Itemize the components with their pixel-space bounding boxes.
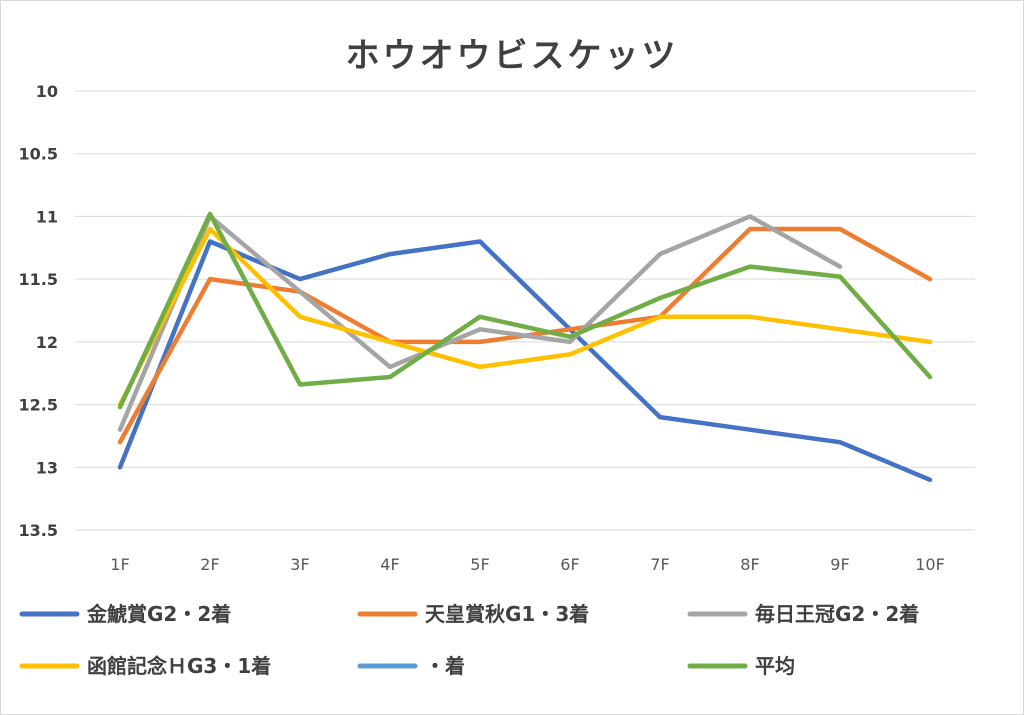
legend-label: ・着 (425, 654, 465, 678)
series-layer (117, 211, 933, 483)
x-tick-label: 10F (915, 555, 945, 574)
x-tick-label: 9F (830, 555, 849, 574)
x-tick-label: 6F (560, 555, 579, 574)
x-tick-label: 4F (380, 555, 399, 574)
series-line-3 (117, 226, 933, 407)
y-tick-label: 10 (36, 82, 58, 101)
y-tick-label: 11 (36, 207, 58, 226)
legend-label: 天皇賞秋G1・3着 (425, 602, 589, 626)
y-tick-label: 13.5 (19, 521, 58, 540)
x-axis-tick-labels: 1F 2F 3F 4F 5F 6F 7F 8F 9F 10F (110, 555, 944, 574)
x-tick-label: 1F (110, 555, 129, 574)
x-tick-label: 8F (740, 555, 759, 574)
x-tick-label: 2F (200, 555, 219, 574)
x-tick-label: 5F (470, 555, 489, 574)
y-tick-label: 12 (36, 333, 58, 352)
y-tick-label: 12.5 (19, 396, 58, 415)
grid-layer (75, 90, 975, 531)
legend-label: 毎日王冠G2・2着 (755, 602, 919, 626)
chart-title: ホウオウビスケッツ (345, 36, 679, 76)
y-tick-label: 10.5 (19, 145, 58, 164)
x-tick-label: 3F (290, 555, 309, 574)
y-axis-tick-labels: 10 10.5 11 11.5 12 12.5 13 13.5 (19, 82, 58, 540)
y-tick-label: 11.5 (19, 270, 58, 289)
y-tick-label: 13 (36, 458, 58, 477)
series-line-2 (117, 214, 843, 432)
legend-label: 金鯱賞G2・2着 (86, 602, 231, 626)
x-tick-label: 7F (650, 555, 669, 574)
series-line-5 (117, 211, 933, 410)
legend-label: 平均 (755, 654, 795, 678)
series-line-0 (117, 239, 933, 483)
legend-label: 函館記念ＨG3・1着 (87, 654, 271, 678)
